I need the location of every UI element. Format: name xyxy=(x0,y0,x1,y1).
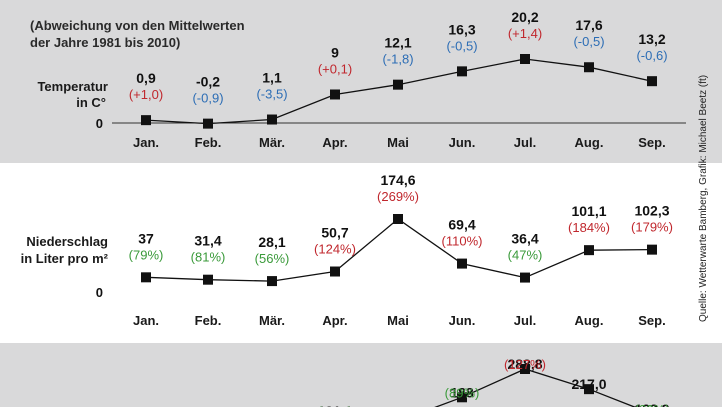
chart-deviation-label: (-0,5) xyxy=(446,38,477,53)
chart-month-label: Mär. xyxy=(259,135,285,150)
chart-month-label: Sep. xyxy=(638,313,665,328)
chart-point xyxy=(203,274,213,285)
chart-month-label: Jun. xyxy=(449,135,476,150)
chart-value-label: 20,2 xyxy=(511,9,538,25)
chart-value-label: 101,1 xyxy=(571,203,606,219)
chart-zero-label: 0 xyxy=(96,116,103,131)
chart-value-label: 69,4 xyxy=(448,217,475,233)
chart-deviation-label: (47%) xyxy=(508,248,543,263)
chart-point xyxy=(647,76,657,87)
chart-deviation-label: (+1,0) xyxy=(129,87,163,102)
chart-deviation-label: (-3,5) xyxy=(256,87,287,102)
chart-value-label: 13,2 xyxy=(638,31,665,47)
chart-deviation-label: (-1,8) xyxy=(382,52,413,67)
chart-value-label: 17,6 xyxy=(575,17,602,33)
chart-point xyxy=(393,214,403,224)
chart-month-label: Feb. xyxy=(195,135,222,150)
chart-month-label: Jul. xyxy=(514,313,536,328)
chart-deviation-label: (89%) xyxy=(445,385,480,400)
chart-value-label: -0,2 xyxy=(196,74,220,90)
chart-value-label: 50,7 xyxy=(321,225,348,241)
chart-point xyxy=(584,62,594,73)
chart-value-label: 12,1 xyxy=(384,35,411,51)
chart-value-label: 28,1 xyxy=(258,234,285,250)
chart-month-label: Aug. xyxy=(575,135,604,150)
chart-deviation-label: (127%) xyxy=(504,357,546,372)
chart-month-label: Jan. xyxy=(133,135,159,150)
chart-ylabel-line: in Liter pro m² xyxy=(21,251,109,266)
chart-deviation-label: (79%) xyxy=(318,404,353,407)
chart-point xyxy=(141,115,151,126)
chart-value-label: 174,6 xyxy=(380,172,415,188)
chart-point xyxy=(457,66,467,77)
chart-value-label: 36,4 xyxy=(511,231,538,247)
chart-deviation-label: (+0,1) xyxy=(318,61,352,76)
chart-value-label: 121,1 xyxy=(317,403,352,407)
chart-point xyxy=(393,79,403,90)
chart-deviation-label: (56%) xyxy=(255,251,290,266)
chart-value-label: 217,0 xyxy=(571,376,606,392)
chart-deviation-label: (-0,5) xyxy=(573,34,604,49)
chart-value-label: 288,8 xyxy=(507,356,542,372)
chart-value-label: 102,3 xyxy=(634,203,669,219)
chart-month-label: Aug. xyxy=(575,313,604,328)
chart-deviation-label: (179%) xyxy=(631,220,673,235)
chart-zero-label: 0 xyxy=(96,285,103,300)
chart-value-label: 16,3 xyxy=(448,21,475,37)
chart-deviation-label: (-0,6) xyxy=(636,48,667,63)
chart-deviation-label: (-0,9) xyxy=(192,91,223,106)
chart-point xyxy=(457,258,467,269)
chart-value-label: 128,9 xyxy=(634,401,669,407)
chart-point xyxy=(457,392,467,403)
chart-deviation-label: (82%) xyxy=(635,402,670,407)
chart-month-label: Apr. xyxy=(322,135,347,150)
chart-point xyxy=(647,244,657,255)
chart-month-label: Mai xyxy=(387,135,409,150)
chart-point xyxy=(584,245,594,256)
chart-value-label: 0,9 xyxy=(136,70,156,86)
chart-point xyxy=(330,266,340,277)
chart-month-label: Jul. xyxy=(514,135,536,150)
chart-month-label: Mär. xyxy=(259,313,285,328)
chart-point xyxy=(267,114,277,125)
third-panel xyxy=(0,343,722,407)
chart-point xyxy=(520,272,530,283)
chart-value-label: 1,1 xyxy=(262,70,282,86)
chart-month-label: Feb. xyxy=(195,313,222,328)
chart-ylabel-line: Niederschlag xyxy=(26,234,108,249)
chart-value-label: 9 xyxy=(331,44,339,60)
chart-point xyxy=(584,384,594,395)
chart-value-label: 37 xyxy=(138,230,154,246)
chart-value-label: 188 xyxy=(450,384,474,400)
chart-note-line: (Abweichung von den Mittelwerten xyxy=(30,18,245,33)
chart-deviation-label: (269%) xyxy=(377,189,419,204)
chart-deviation-label: (184%) xyxy=(568,220,610,235)
chart-value-label: 31,4 xyxy=(194,233,221,249)
chart-point xyxy=(330,89,340,100)
chart-month-label: Jun. xyxy=(449,313,476,328)
chart-point xyxy=(520,364,530,374)
chart-point xyxy=(141,272,151,283)
chart-point xyxy=(203,118,213,129)
chart-month-label: Mai xyxy=(387,313,409,328)
chart-deviation-label: (+1,4) xyxy=(508,26,542,41)
chart-month-label: Jan. xyxy=(133,313,159,328)
chart-point xyxy=(520,54,530,64)
chart-deviation-label: (81%) xyxy=(191,250,226,265)
chart-ylabel-line: Temperatur xyxy=(37,79,108,94)
temperature-panel xyxy=(0,0,722,163)
chart-deviation-label: (124%) xyxy=(314,242,356,257)
chart-ylabel-line: in C° xyxy=(76,95,106,110)
chart-deviation-label: (79%) xyxy=(129,247,164,262)
chart-point xyxy=(267,276,277,287)
chart-deviation-label: (110%) xyxy=(442,234,483,249)
chart-month-label: Apr. xyxy=(322,313,347,328)
chart-month-label: Sep. xyxy=(638,135,665,150)
source-credit: Quelle: Wetterwarte Bamberg, Grafik: Mic… xyxy=(698,75,709,322)
chart-note-line: der Jahre 1981 bis 2010) xyxy=(30,35,180,50)
